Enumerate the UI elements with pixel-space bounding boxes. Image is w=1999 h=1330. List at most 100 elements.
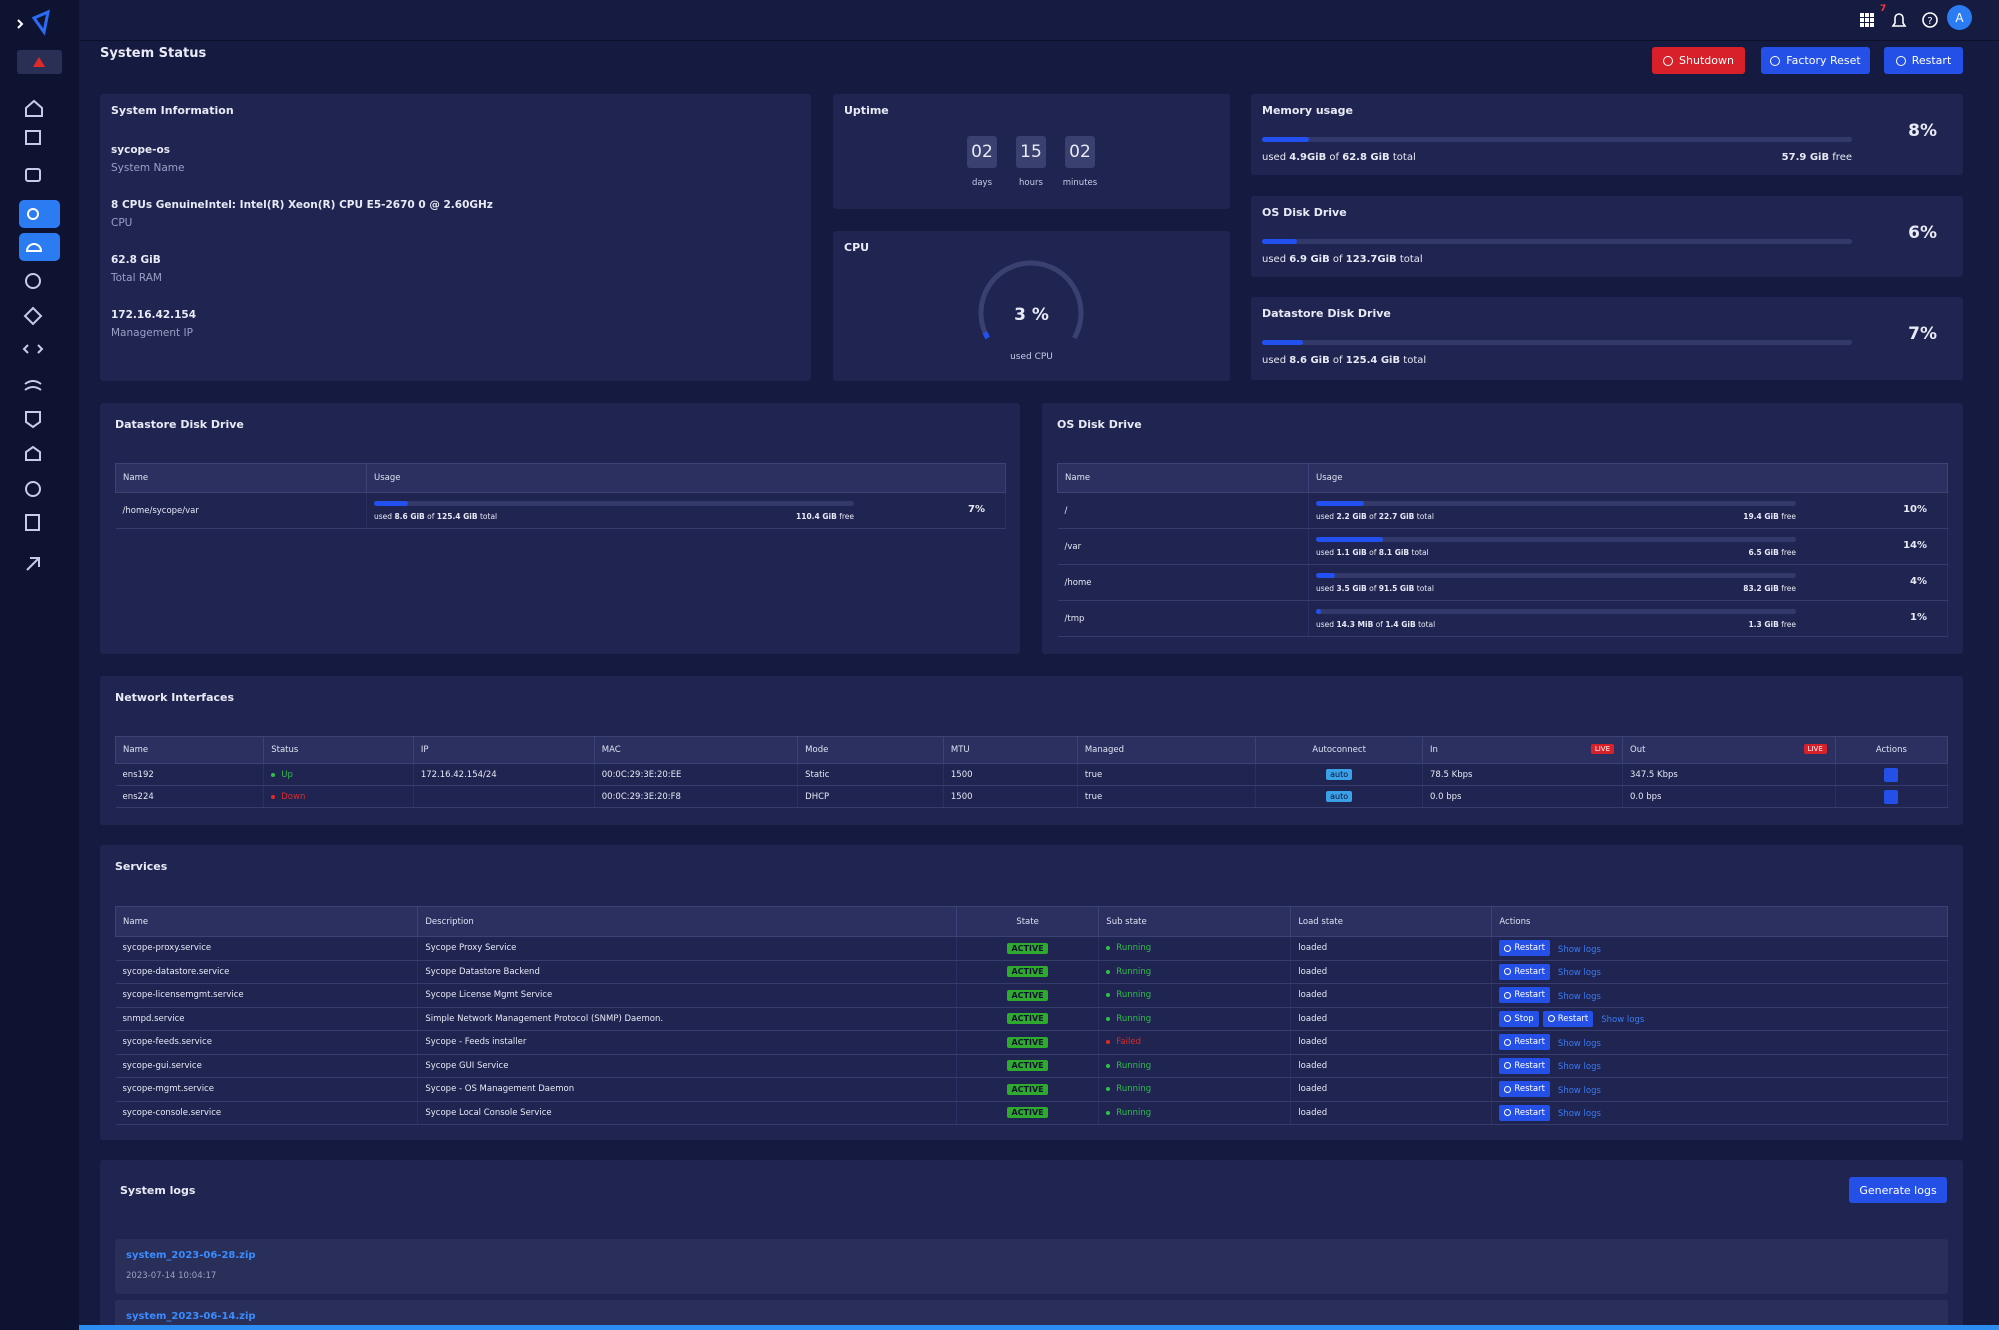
network-cell: 0.0 bps	[1622, 785, 1836, 808]
disk-row: /var used 1.1 GiB of 8.1 GiB total 6.5 GiB…	[1057, 528, 1948, 565]
log-file-link[interactable]: system_2023-06-28.zip	[126, 1250, 256, 1261]
usage-percent: 8%	[1908, 121, 1937, 141]
usage-cell: used 14.3 MiB of 1.4 GiB total 1.3 GiB fr…	[1308, 600, 1948, 637]
state-cell: ACTIVE	[956, 1030, 1100, 1055]
service-description: Simple Network Management Protocol (SNMP…	[417, 1007, 957, 1031]
action-button[interactable]: Restart	[1499, 940, 1550, 957]
actions-cell	[1835, 763, 1949, 786]
usage-bar	[1262, 340, 1304, 345]
cell-text: 00:0C:29:3E:20:EE	[601, 769, 682, 780]
free-value: 57.9 GiB	[1781, 152, 1830, 163]
usage-bar	[1316, 573, 1336, 578]
load-state: loaded	[1290, 1054, 1493, 1078]
sub-state-cell: Running	[1098, 1054, 1292, 1078]
show-logs-link[interactable]: Show logs	[1557, 1062, 1601, 1073]
action-button[interactable]: Stop	[1499, 1010, 1539, 1027]
apps-icon[interactable]	[1855, 8, 1879, 32]
action-button[interactable]: Restart	[1499, 1034, 1550, 1051]
button-label: Restart	[1514, 990, 1545, 1001]
usage-text: used 2.2 GiB of 22.7 GiB total	[1316, 512, 1434, 521]
button-icon	[1504, 1015, 1512, 1023]
usage-text: used 8.6 GiB of 125.4 GiB total	[1262, 355, 1426, 366]
show-logs-link[interactable]: Show logs	[1557, 968, 1601, 979]
free-value: 1.3 GiB	[1748, 620, 1779, 629]
load-state: loaded	[1290, 960, 1493, 984]
action-button[interactable]: Restart	[1499, 1057, 1550, 1074]
usage-track	[1316, 537, 1796, 542]
word: used	[1316, 584, 1335, 593]
services-card: Services Name Description State Sub state Loa…	[100, 845, 1963, 1140]
show-logs-link[interactable]: Show logs	[1557, 1109, 1601, 1120]
status-dot	[1106, 1040, 1111, 1045]
column-header: Sub state	[1098, 906, 1292, 937]
cell-text: DHCP	[805, 791, 830, 802]
log-date: 2023-07-14 10:04:17	[126, 1271, 217, 1281]
disk-name: /home	[1057, 564, 1309, 601]
word: total	[1418, 620, 1436, 629]
column-header: Description	[417, 906, 957, 937]
action-button[interactable]: Restart	[1542, 1010, 1594, 1027]
button-icon	[1663, 55, 1674, 66]
sub-state: Running	[1116, 966, 1152, 977]
total-value: 125.4 GiB	[1345, 355, 1401, 366]
logs-card: System logs Generate logs system_2023-06-2…	[100, 1160, 1963, 1330]
free-value: 83.2 GiB	[1743, 584, 1779, 593]
card-title: OS Disk Drive	[1262, 206, 1347, 219]
auto-badge: auto	[1326, 791, 1353, 802]
card-title: Services	[115, 860, 168, 873]
cell-text: ens192	[122, 769, 154, 780]
action-button[interactable]: Restart	[1499, 963, 1550, 980]
show-logs-link[interactable]: Show logs	[1557, 1038, 1601, 1049]
sub-state: Running	[1116, 1013, 1152, 1024]
show-logs-link[interactable]: Show logs	[1557, 991, 1601, 1002]
column-header: MAC	[593, 736, 799, 764]
usage-percent: 10%	[1903, 504, 1927, 515]
disk-row: /home/sycope/var used 8.6 GiB of 125.4 Gi…	[115, 492, 1006, 529]
show-logs-link[interactable]: Show logs	[1557, 944, 1601, 955]
button-icon	[1504, 1085, 1512, 1093]
edit-button[interactable]	[1884, 767, 1899, 782]
usage-bar	[1316, 609, 1321, 614]
sub-state-cell: Running	[1098, 1007, 1292, 1031]
show-logs-link[interactable]: Show logs	[1601, 1015, 1645, 1026]
service-name: sycope-proxy.service	[115, 936, 419, 961]
sidebar	[0, 0, 79, 1330]
network-cell	[413, 785, 595, 808]
help-icon[interactable]: ?	[1918, 8, 1942, 32]
action-button[interactable]: Restart	[1499, 1081, 1550, 1098]
state-cell: ACTIVE	[956, 983, 1100, 1008]
usage-percent: 7%	[968, 504, 985, 515]
header-button[interactable]: Restart	[1884, 47, 1963, 74]
free-text: 57.9 GiB free	[1782, 152, 1852, 163]
column-header: Name	[1057, 463, 1309, 493]
column-label: Out	[1630, 745, 1646, 755]
word: used	[1316, 548, 1335, 557]
bell-icon[interactable]	[1887, 8, 1911, 32]
uptime-digits: 02	[967, 136, 997, 168]
total-value: 1.4 GiB	[1385, 620, 1416, 629]
edit-button[interactable]	[1884, 789, 1899, 804]
button-icon	[1547, 1015, 1555, 1023]
button-label: Restart	[1514, 966, 1545, 977]
status-text: Down	[281, 791, 306, 802]
action-button[interactable]: Restart	[1499, 987, 1550, 1004]
actions-cell: Restart Show logs	[1491, 1054, 1948, 1078]
info-value: 8 CPUs GenuineIntel: Intel(R) Xeon(R) CP…	[111, 199, 493, 211]
usage-track	[1262, 239, 1852, 244]
word: total	[479, 512, 498, 521]
log-file-link[interactable]: system_2023-06-14.zip	[126, 1311, 256, 1322]
generate-logs-button[interactable]: Generate logs	[1849, 1177, 1947, 1203]
avatar[interactable]: A	[1947, 5, 1972, 30]
show-logs-link[interactable]: Show logs	[1557, 1085, 1601, 1096]
cell-text: 347.5 Kbps	[1630, 769, 1678, 780]
header-button[interactable]: Factory Reset	[1761, 47, 1870, 74]
free-text: 6.5 GiB free	[1689, 548, 1796, 557]
total-value: 62.8 GiB	[1342, 152, 1390, 163]
button-label: Restart	[1911, 54, 1952, 67]
header-button[interactable]: Shutdown	[1652, 47, 1745, 74]
sub-state-cell: Running	[1098, 936, 1292, 961]
usage-percent: 14%	[1903, 540, 1927, 551]
usage-text: used 8.6 GiB of 125.4 GiB total	[374, 512, 497, 521]
action-button[interactable]: Restart	[1499, 1104, 1550, 1121]
service-name: sycope-mgmt.service	[115, 1077, 419, 1102]
